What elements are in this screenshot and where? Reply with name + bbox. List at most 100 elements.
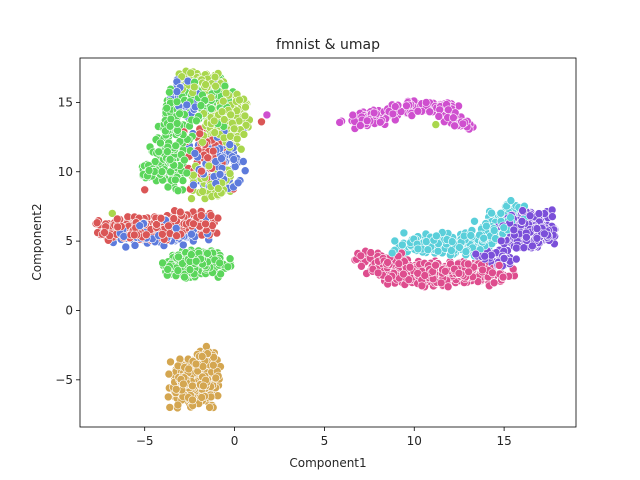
scatter-point (230, 162, 240, 171)
scatter-point (172, 231, 181, 240)
scatter-point (196, 101, 206, 110)
scatter-point (156, 214, 166, 223)
scatter-point (197, 393, 206, 402)
scatter-point (499, 223, 509, 232)
scatter-point (204, 161, 214, 171)
scatter-point (423, 245, 433, 254)
scatter-point (215, 170, 225, 179)
scatter-point (135, 221, 144, 230)
scatter-point (262, 110, 272, 120)
scatter-point (458, 119, 468, 129)
scatter-point (217, 107, 227, 116)
scatter-point (518, 206, 527, 215)
scatter-point (113, 214, 122, 224)
scatter-point (440, 266, 450, 276)
scatter-point (499, 254, 509, 263)
scatter-point (455, 243, 464, 252)
scatter-point (187, 229, 196, 239)
scatter-point (404, 275, 414, 285)
scatter-point (216, 269, 225, 279)
scatter-point (184, 364, 193, 374)
scatter-point (164, 392, 173, 402)
scatter-point (197, 166, 206, 176)
scatter-point (119, 232, 129, 241)
scatter-point (121, 242, 131, 252)
scatter-point (432, 231, 441, 241)
scatter-point (165, 155, 175, 164)
scatter-point (171, 223, 181, 233)
scatter-point (470, 217, 479, 226)
scatter-point (461, 247, 471, 256)
scatter-point (232, 134, 242, 144)
scatter-point (163, 265, 172, 274)
scatter-point (163, 182, 173, 192)
scatter-point (496, 209, 506, 218)
scatter-points (91, 66, 560, 413)
scatter-point (197, 211, 206, 220)
scatter-point (203, 153, 212, 162)
x-tick-label: 15 (496, 434, 511, 448)
scatter-point (178, 176, 188, 185)
scatter-point (100, 228, 109, 237)
scatter-point (449, 113, 458, 122)
y-tick-label: 10 (58, 165, 73, 179)
scatter-point (142, 230, 151, 240)
scatter-point (433, 246, 443, 256)
scatter-point (192, 116, 201, 126)
scatter-point (402, 101, 411, 111)
scatter-point (152, 220, 161, 229)
scatter-point (217, 154, 226, 163)
scatter-point (165, 403, 175, 412)
scatter-point (188, 395, 197, 405)
scatter-point (506, 196, 516, 205)
scatter-point (473, 277, 483, 286)
y-tick-label: 0 (65, 303, 73, 317)
scatter-point (431, 120, 441, 129)
scatter-point (480, 251, 490, 261)
scatter-point (239, 157, 248, 166)
scatter-point (209, 116, 219, 126)
scatter-point (240, 111, 250, 121)
scatter-point (171, 384, 181, 394)
scatter-point (241, 121, 251, 130)
scatter-point (454, 268, 464, 278)
scatter-point (496, 236, 506, 246)
scatter-point (522, 233, 531, 242)
scatter-point (394, 259, 404, 269)
scatter-point (140, 185, 149, 195)
scatter-point (187, 250, 196, 259)
scatter-point (158, 258, 167, 268)
x-tick-label: −5 (136, 434, 154, 448)
y-tick-label: 15 (58, 95, 73, 109)
scatter-point (154, 147, 163, 157)
scatter-point (144, 166, 154, 175)
scatter-point (215, 258, 224, 268)
scatter-point (357, 261, 366, 271)
scatter-point (172, 97, 182, 107)
scatter-point (229, 124, 239, 134)
scatter-point (92, 218, 102, 227)
scatter-point (179, 240, 188, 250)
scatter-point (478, 265, 487, 275)
scatter-point (165, 87, 174, 97)
scatter-point (179, 379, 188, 389)
scatter-point (532, 234, 542, 243)
scatter-point (417, 281, 427, 291)
scatter-point (174, 252, 183, 262)
scatter-point (532, 224, 542, 233)
y-axis-label: Component2 (30, 203, 44, 280)
scatter-point (494, 261, 504, 270)
scatter-point (431, 260, 440, 270)
scatter-point (434, 112, 444, 121)
scatter-point (180, 155, 189, 165)
scatter-point (489, 278, 499, 288)
scatter-point (176, 207, 185, 217)
scatter-point (489, 226, 499, 235)
scatter-point (165, 122, 175, 131)
scatter-point (383, 258, 392, 267)
scatter-point (189, 180, 198, 190)
scatter-point (164, 221, 173, 231)
scatter-point (221, 88, 231, 98)
scatter-point (156, 138, 165, 148)
